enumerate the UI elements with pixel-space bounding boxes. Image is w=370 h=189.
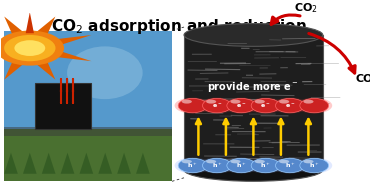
- Ellipse shape: [231, 100, 240, 104]
- Text: h$^+$: h$^+$: [309, 161, 320, 170]
- Text: h$^+$: h$^+$: [187, 161, 198, 170]
- Ellipse shape: [202, 98, 231, 113]
- Ellipse shape: [184, 159, 323, 181]
- Ellipse shape: [303, 160, 313, 163]
- Ellipse shape: [223, 158, 259, 174]
- Bar: [4, 127, 172, 136]
- Ellipse shape: [202, 158, 231, 173]
- Ellipse shape: [67, 46, 143, 99]
- Ellipse shape: [279, 100, 289, 104]
- Ellipse shape: [251, 98, 280, 113]
- Circle shape: [14, 40, 45, 56]
- Bar: [4, 31, 172, 181]
- Ellipse shape: [276, 158, 304, 173]
- Text: e$^-$: e$^-$: [236, 102, 246, 109]
- Ellipse shape: [248, 158, 283, 174]
- Ellipse shape: [300, 158, 329, 173]
- Polygon shape: [42, 153, 56, 174]
- Text: CO$_2$ adsorption and reduction: CO$_2$ adsorption and reduction: [51, 17, 307, 36]
- Polygon shape: [61, 153, 74, 174]
- Ellipse shape: [175, 158, 211, 174]
- Ellipse shape: [272, 98, 308, 114]
- Ellipse shape: [296, 98, 332, 114]
- Text: h$^+$: h$^+$: [236, 161, 246, 170]
- Polygon shape: [98, 153, 112, 174]
- Polygon shape: [4, 58, 27, 80]
- Polygon shape: [4, 16, 27, 38]
- Polygon shape: [23, 153, 37, 174]
- Ellipse shape: [251, 158, 280, 173]
- Text: CO$_2$: CO$_2$: [294, 1, 318, 15]
- Polygon shape: [4, 153, 18, 174]
- Bar: [4, 31, 172, 133]
- Polygon shape: [0, 35, 10, 47]
- Bar: [184, 35, 323, 170]
- Ellipse shape: [199, 98, 235, 114]
- Polygon shape: [33, 58, 56, 80]
- Polygon shape: [50, 35, 91, 47]
- Polygon shape: [136, 153, 150, 174]
- Ellipse shape: [255, 160, 265, 163]
- Polygon shape: [80, 153, 93, 174]
- Ellipse shape: [223, 98, 259, 114]
- Ellipse shape: [227, 98, 256, 113]
- Ellipse shape: [272, 158, 308, 174]
- Text: e$^-$: e$^-$: [260, 102, 271, 109]
- Ellipse shape: [255, 100, 265, 104]
- Text: e$^-$: e$^-$: [285, 102, 295, 109]
- Ellipse shape: [178, 158, 207, 173]
- Ellipse shape: [182, 160, 192, 163]
- Ellipse shape: [303, 100, 313, 104]
- Text: h$^+$: h$^+$: [285, 161, 295, 170]
- Ellipse shape: [199, 158, 235, 174]
- Ellipse shape: [182, 100, 192, 104]
- Ellipse shape: [184, 24, 323, 46]
- Ellipse shape: [279, 160, 289, 163]
- Text: h$^+$: h$^+$: [212, 161, 222, 170]
- Ellipse shape: [231, 160, 240, 163]
- Ellipse shape: [276, 98, 304, 113]
- FancyBboxPatch shape: [35, 83, 91, 129]
- Ellipse shape: [248, 98, 283, 114]
- Ellipse shape: [300, 98, 329, 113]
- Circle shape: [0, 31, 64, 66]
- Ellipse shape: [178, 98, 207, 113]
- Polygon shape: [117, 153, 131, 174]
- Ellipse shape: [206, 160, 216, 163]
- Ellipse shape: [227, 158, 256, 173]
- Text: CO: CO: [355, 74, 370, 84]
- Bar: [4, 129, 172, 181]
- Ellipse shape: [296, 158, 332, 174]
- Polygon shape: [33, 16, 56, 38]
- Polygon shape: [0, 50, 10, 61]
- Polygon shape: [26, 12, 34, 33]
- Polygon shape: [50, 50, 91, 61]
- Ellipse shape: [175, 98, 211, 114]
- Text: provide more e$^-$: provide more e$^-$: [208, 80, 299, 94]
- Text: e$^-$: e$^-$: [212, 102, 222, 109]
- Circle shape: [4, 35, 55, 61]
- Text: h$^+$: h$^+$: [260, 161, 271, 170]
- Ellipse shape: [206, 100, 216, 104]
